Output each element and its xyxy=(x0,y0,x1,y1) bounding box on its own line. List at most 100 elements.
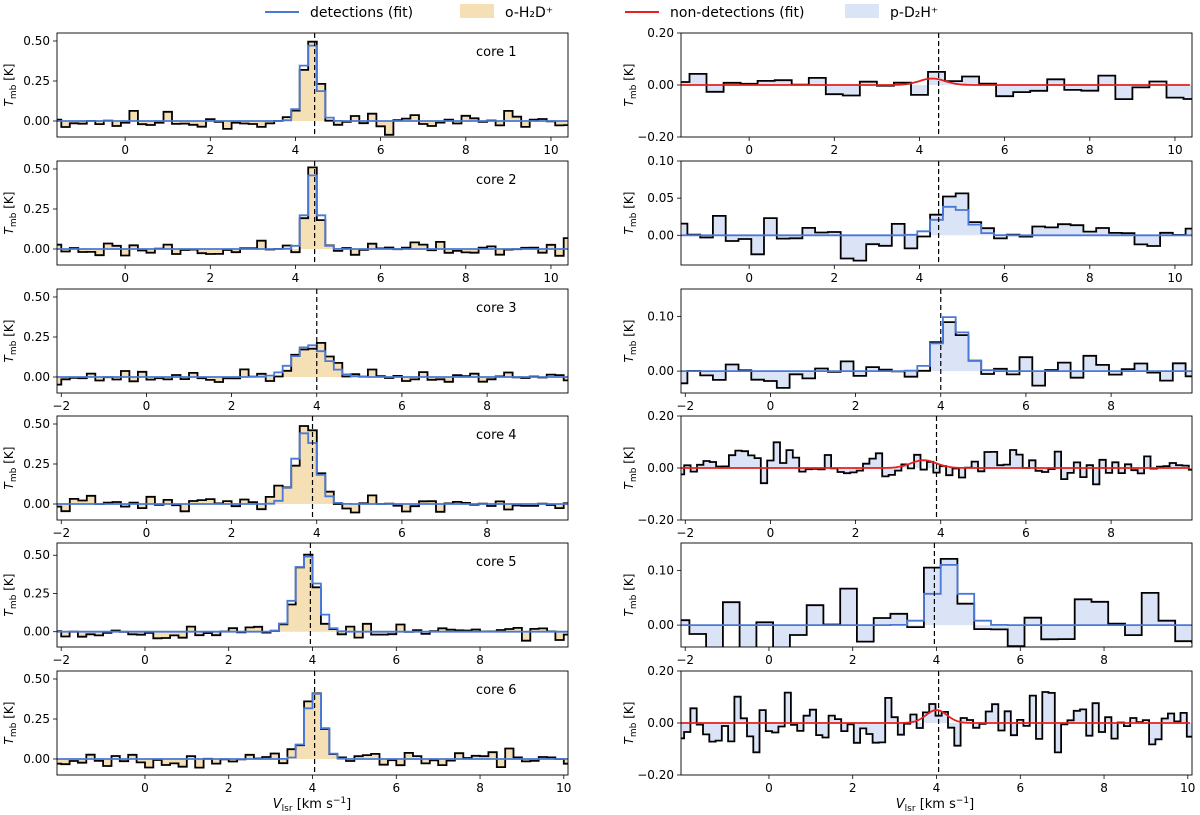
o-h2d-panel-3-xtick-label: −2 xyxy=(52,399,70,413)
o-h2d-panel-2-spectrum-fill xyxy=(57,167,568,256)
p-d2h-panel-1-plot-area xyxy=(681,71,1192,100)
o-h2d-panel-5-xtick-label: 8 xyxy=(476,653,484,667)
p-d2h-panel-2-xtick-label: 0 xyxy=(745,271,753,285)
o-h2d-panel-4-ytick-label: 0.25 xyxy=(23,457,50,471)
p-d2h-panel-3-plot-area xyxy=(681,316,1192,389)
o-h2d-panel-1-plot-area xyxy=(57,40,568,136)
p-d2h-panel-3-xtick-label: 8 xyxy=(1107,399,1115,413)
o-h2d-panel-6-xtick-label: 6 xyxy=(392,781,400,795)
o-h2d-panel-6-xtick-label: 8 xyxy=(476,781,484,795)
o-h2d-panel-6-core-label: core 6 xyxy=(476,683,517,698)
p-d2h-panel-1-xtick-label: 10 xyxy=(1167,143,1182,157)
o-h2d-panel-1-xtick-label: 8 xyxy=(462,143,470,157)
o-h2d-panel-1-spectrum-fill xyxy=(57,41,568,135)
p-d2h-panel-2-spectrum-fill xyxy=(681,193,1192,261)
o-h2d-panel-1-ytick-label: 0.00 xyxy=(23,114,50,128)
o-h2d-panel-5-xtick-label: 6 xyxy=(392,653,400,667)
p-d2h-panel-1-xtick-label: 6 xyxy=(1001,143,1009,157)
p-d2h-panel-2-plot-area xyxy=(681,192,1192,262)
o-h2d-panel-6-xtick-label: 0 xyxy=(141,781,149,795)
o-h2d-panel-4-ylabel: Tmb [K] xyxy=(2,447,19,490)
legend-non-detections-label: non-detections (fit) xyxy=(670,5,804,21)
p-d2h-panel-6-xtick-label: 6 xyxy=(1016,781,1024,795)
p-d2h-panel-3-ytick-label: 0.10 xyxy=(647,309,674,323)
o-h2d-panel-6-fit-line xyxy=(57,693,568,760)
p-d2h-panel-6-xtick-label: 2 xyxy=(849,781,857,795)
o-h2d-panel-6-ytick-label: 0.50 xyxy=(23,672,50,686)
o-h2d-panel-2-xtick-label: 6 xyxy=(377,271,385,285)
p-d2h-panel-1-ytick-label: 0.20 xyxy=(647,26,674,40)
p-d2h-panel-4-xtick-label: −2 xyxy=(676,526,694,540)
o-h2d-panel-1-fit-line xyxy=(57,44,568,122)
p-d2h-panel-5-xtick-label: 0 xyxy=(765,653,773,667)
o-h2d-panel-1-xtick-label: 2 xyxy=(206,143,214,157)
p-d2h-panel-2-xtick-label: 6 xyxy=(1001,271,1009,285)
o-h2d-panel-5-ytick-label: 0.00 xyxy=(23,625,50,639)
p-d2h-panel-2-frame xyxy=(680,160,1193,266)
p-d2h-panel-3: −2 0 2 4 6 8 0.00 0.10 Tmb [K] xyxy=(622,288,1193,413)
o-h2d-panel-5-xtick-label: 2 xyxy=(225,653,233,667)
o-h2d-panel-6-ytick-label: 0.25 xyxy=(23,712,50,726)
p-d2h-panel-3-xtick-label: 2 xyxy=(852,399,860,413)
o-h2d-panel-6-xtick-label: 4 xyxy=(309,781,317,795)
p-d2h-panel-1-xtick-label: 4 xyxy=(916,143,924,157)
p-d2h-panel-5-ytick-label: 0.10 xyxy=(647,563,674,577)
o-h2d-panel-5: −2 0 2 4 6 8 0.00 0.25 0.50 Tmb [K] core 5 xyxy=(2,542,569,667)
p-d2h-panel-6-xtick-label: 8 xyxy=(1100,781,1108,795)
o-h2d-panel-5-fit-line xyxy=(57,555,568,633)
o-h2d-panel-1-xtick-label: 6 xyxy=(377,143,385,157)
o-h2d-panel-6-ylabel: Tmb [K] xyxy=(2,702,19,745)
p-d2h-panel-6-ytick-label: 0.00 xyxy=(647,716,674,730)
o-h2d-panel-2-frame xyxy=(56,160,569,266)
p-d2h-panel-4-ytick-label: 0.20 xyxy=(647,409,674,423)
p-d2h-panel-3-xtick-label: −2 xyxy=(676,399,694,413)
o-h2d-panel-5-plot-area xyxy=(57,553,568,642)
o-h2d-panel-5-core-label: core 5 xyxy=(476,555,517,570)
legend-o-h2d-swatch xyxy=(460,4,494,18)
o-h2d-panel-3-xtick-label: 2 xyxy=(228,399,236,413)
o-h2d-panel-5-xtick-label: 4 xyxy=(309,653,317,667)
o-h2d-panel-3: −2 0 2 4 6 8 0.00 0.25 0.50 Tmb [K] core 3 xyxy=(2,288,569,413)
o-h2d-panel-4-ytick-label: 0.50 xyxy=(23,417,50,431)
p-d2h-panel-5-xtick-label: 8 xyxy=(1100,653,1108,667)
p-d2h-panel-5-fit-line xyxy=(681,564,1192,626)
p-d2h-panel-1-spectrum-line xyxy=(681,71,1192,100)
p-d2h-panel-1-xtick-label: 0 xyxy=(745,143,753,157)
p-d2h-panel-3-fit-line xyxy=(681,316,1192,372)
p-d2h-panel-2-xtick-label: 4 xyxy=(916,271,924,285)
o-h2d-panel-6-plot-area xyxy=(57,692,568,769)
p-d2h-panel-6-xtick-label: 4 xyxy=(933,781,941,795)
o-h2d-panel-4-spectrum-fill xyxy=(57,426,568,513)
o-h2d-panel-2-core-label: core 2 xyxy=(476,173,517,188)
legend-o-h2d-label: o-H₂D⁺ xyxy=(505,5,553,21)
o-h2d-panel-4: −2 0 2 4 6 8 0.00 0.25 0.50 Tmb [K] core 4 xyxy=(2,415,569,540)
p-d2h-panel-3-frame xyxy=(680,288,1193,394)
p-d2h-panel-5: −2 0 2 4 6 8 0.00 0.10 Tmb [K] xyxy=(622,542,1193,667)
p-d2h-panel-1-fit-line xyxy=(681,77,1190,86)
o-h2d-panel-1-frame xyxy=(56,32,569,138)
o-h2d-panel-3-ytick-label: 0.00 xyxy=(23,370,50,384)
p-d2h-panel-3-xtick-label: 0 xyxy=(767,399,775,413)
p-d2h-panel-4-fit-line xyxy=(681,459,1190,469)
p-d2h-panel-6-spectrum-fill xyxy=(681,692,1192,753)
p-d2h-panel-4-xtick-label: 8 xyxy=(1107,526,1115,540)
o-h2d-panel-1-ytick-label: 0.25 xyxy=(23,74,50,88)
p-d2h-panel-4-plot-area xyxy=(681,441,1192,486)
o-h2d-panel-1-core-label: core 1 xyxy=(476,45,517,60)
p-d2h-panel-5-xtick-label: 6 xyxy=(1016,653,1024,667)
p-d2h-panel-2: 0 2 4 6 8 10 0.00 0.05 0.10 Tmb [K] xyxy=(622,154,1193,285)
o-h2d-panel-3-frame xyxy=(56,288,569,394)
p-d2h-panel-6-ytick-label: −0.20 xyxy=(637,768,674,782)
p-d2h-panel-2-ytick-label: 0.00 xyxy=(647,228,674,242)
p-d2h-panel-4-xtick-label: 0 xyxy=(767,526,775,540)
legend-p-d2h-label: p-D₂H⁺ xyxy=(890,5,938,21)
o-h2d-panel-4-fit-line xyxy=(57,432,568,505)
o-h2d-panel-4-xtick-label: 6 xyxy=(398,526,406,540)
p-d2h-panel-4: −2 0 2 4 6 8 −0.20 0.00 0.20 Tmb [K] xyxy=(622,409,1193,540)
p-d2h-panel-5-xtick-label: −2 xyxy=(676,653,694,667)
o-h2d-panel-2-ylabel: Tmb [K] xyxy=(2,192,19,235)
p-d2h-panel-4-xtick-label: 2 xyxy=(852,526,860,540)
p-d2h-panel-1-ytick-label: 0.00 xyxy=(647,78,674,92)
o-h2d-panel-6-spectrum-fill xyxy=(57,693,568,768)
